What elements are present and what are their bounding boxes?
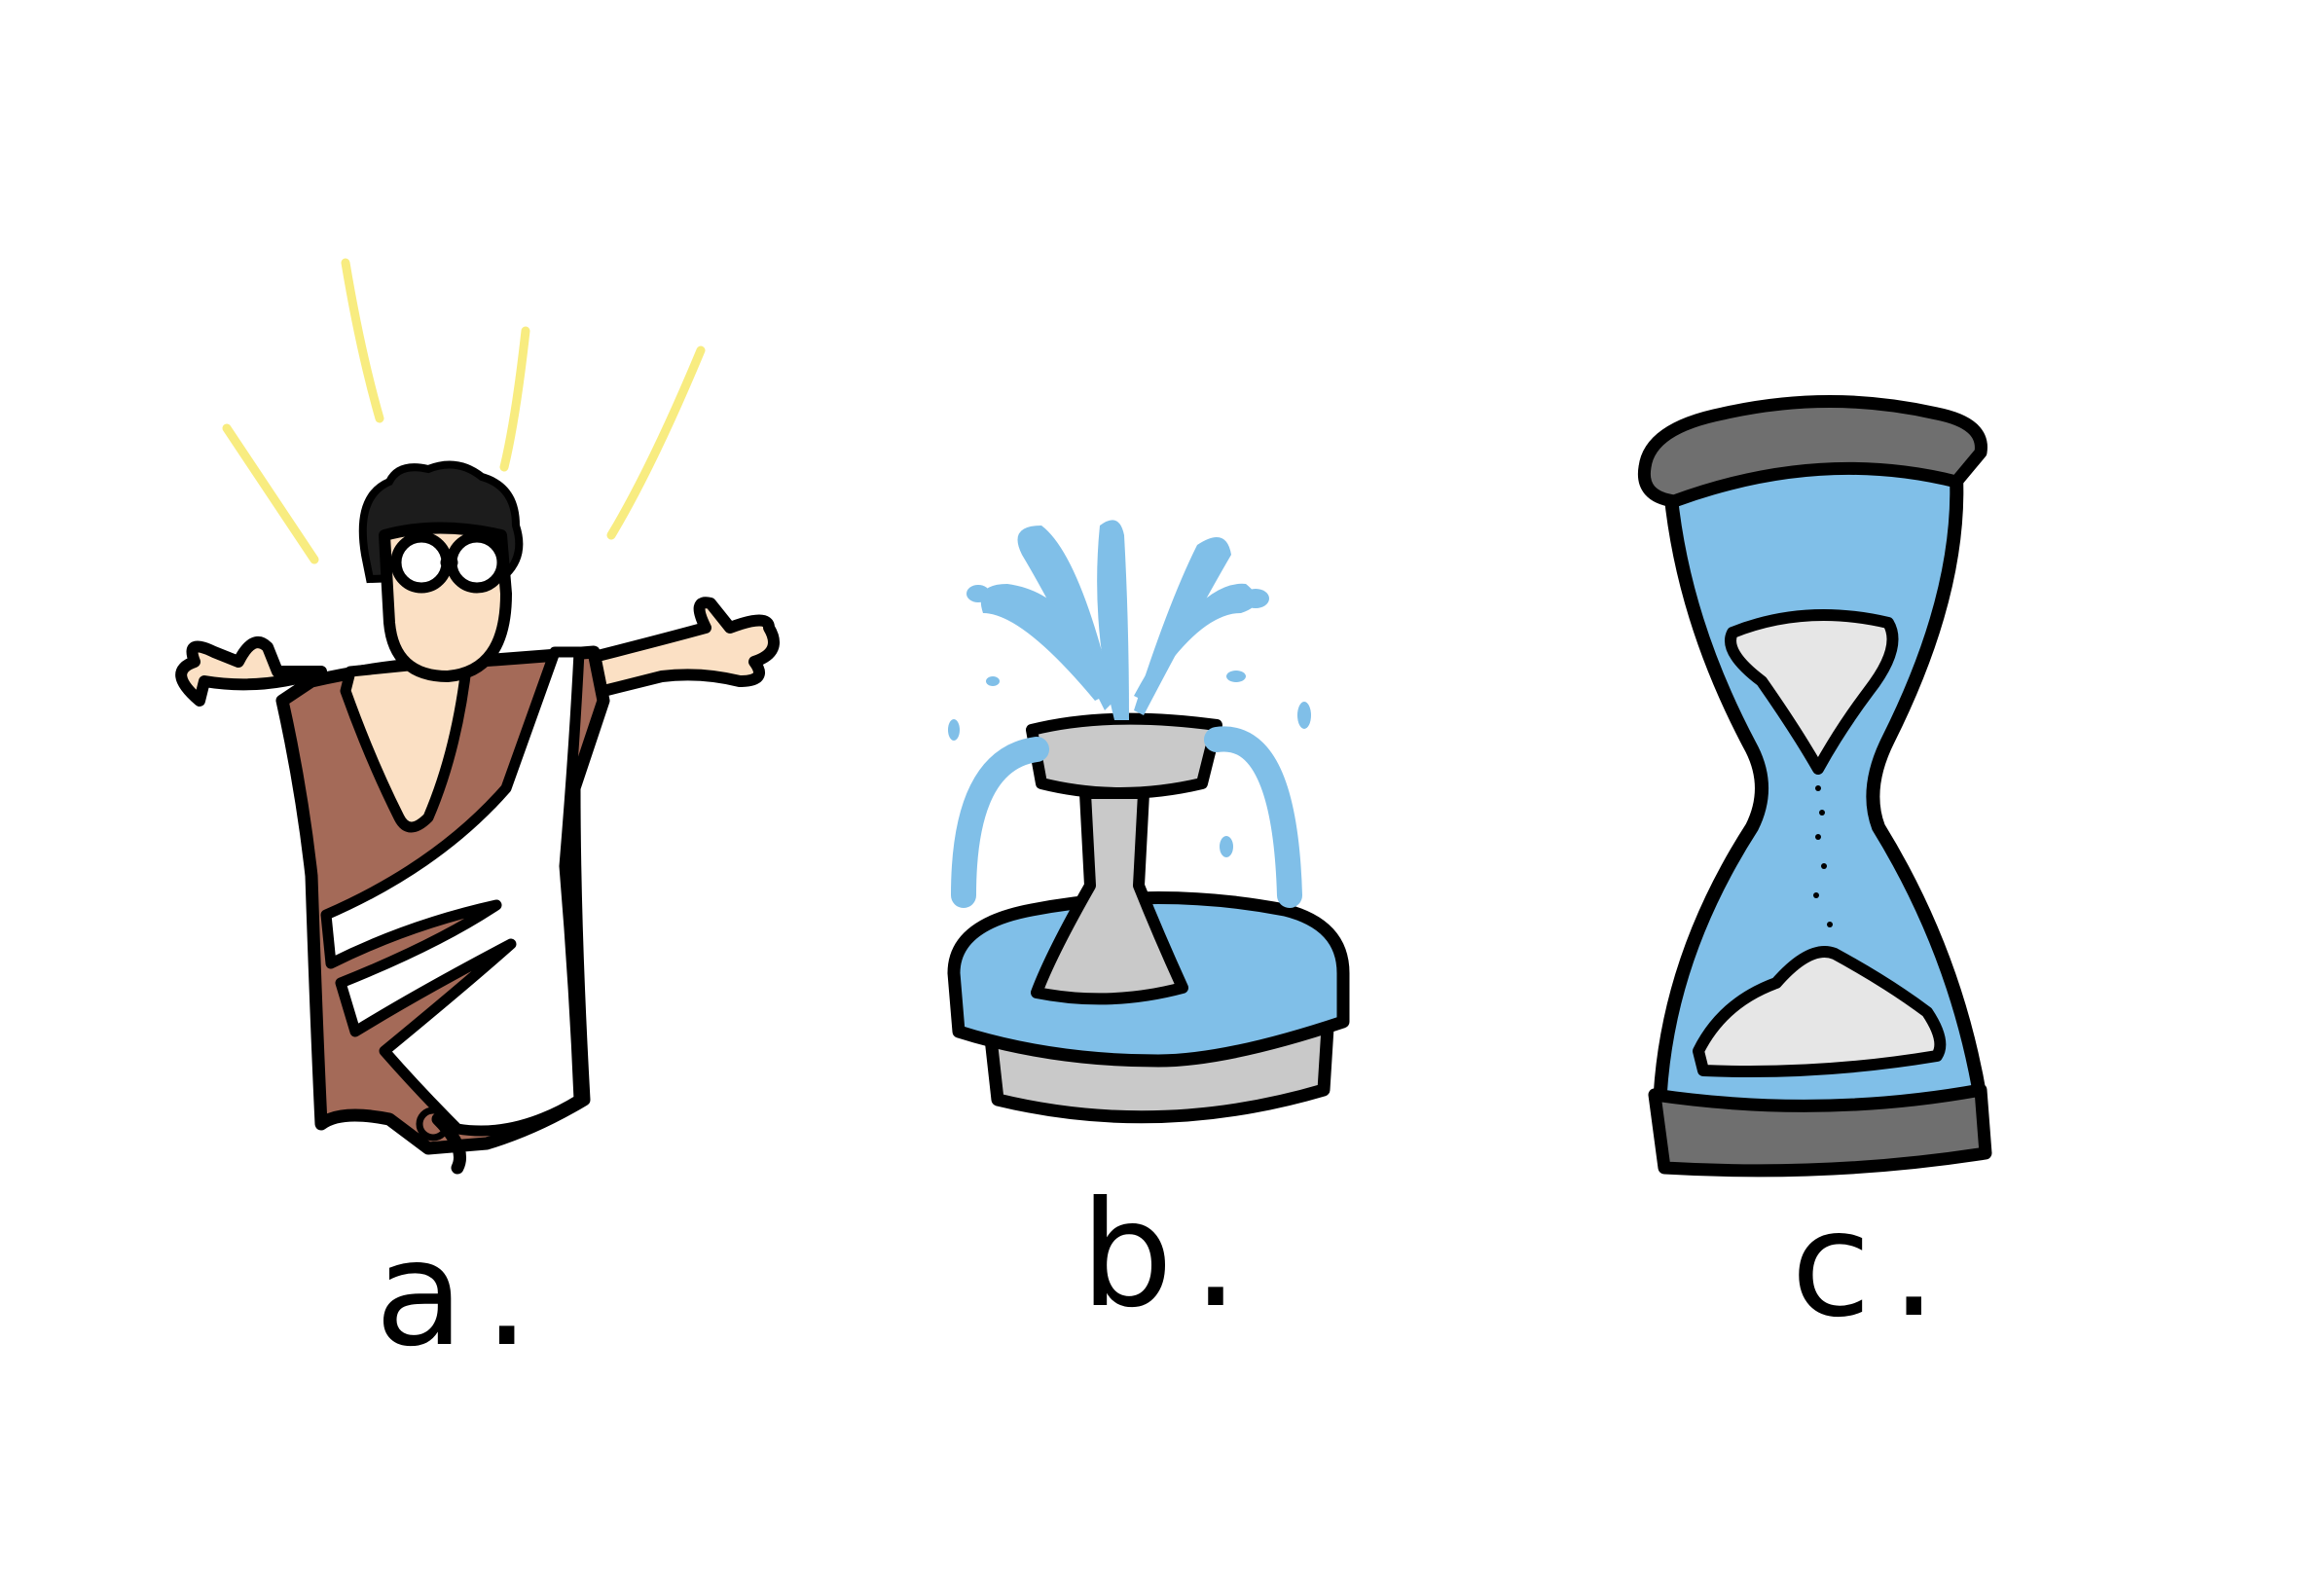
chest — [340, 654, 473, 833]
hourglass-icon — [1637, 395, 1992, 1178]
left-arm — [175, 636, 327, 707]
falling-sand — [1813, 785, 1833, 927]
option-b — [934, 467, 1382, 1207]
light-rays — [222, 258, 706, 564]
top-sand — [1725, 609, 1899, 775]
right-arm — [568, 597, 780, 702]
water-droplets — [948, 585, 1311, 857]
fountain-upper-bowl — [1026, 712, 1222, 799]
option-c — [1606, 370, 2034, 1207]
option-a — [146, 243, 827, 1216]
glasses-icon — [390, 531, 508, 594]
water-arc-left — [951, 737, 1049, 908]
option-label-c: c. — [1791, 1180, 1957, 1350]
hourglass-bottom-cap — [1648, 1083, 1992, 1178]
water-arc-right — [1204, 726, 1302, 908]
fountain-icon — [947, 520, 1350, 1124]
fountain-stem — [1031, 787, 1188, 1005]
option-label-b: b. — [1080, 1171, 1258, 1340]
bottom-sand — [1693, 946, 1947, 1077]
philosopher-toga-icon — [175, 258, 780, 1175]
hourglass-top-cap — [1637, 395, 1987, 508]
option-label-a: a. — [375, 1210, 550, 1379]
toga-sash — [320, 646, 585, 1137]
water-jets — [980, 520, 1258, 720]
